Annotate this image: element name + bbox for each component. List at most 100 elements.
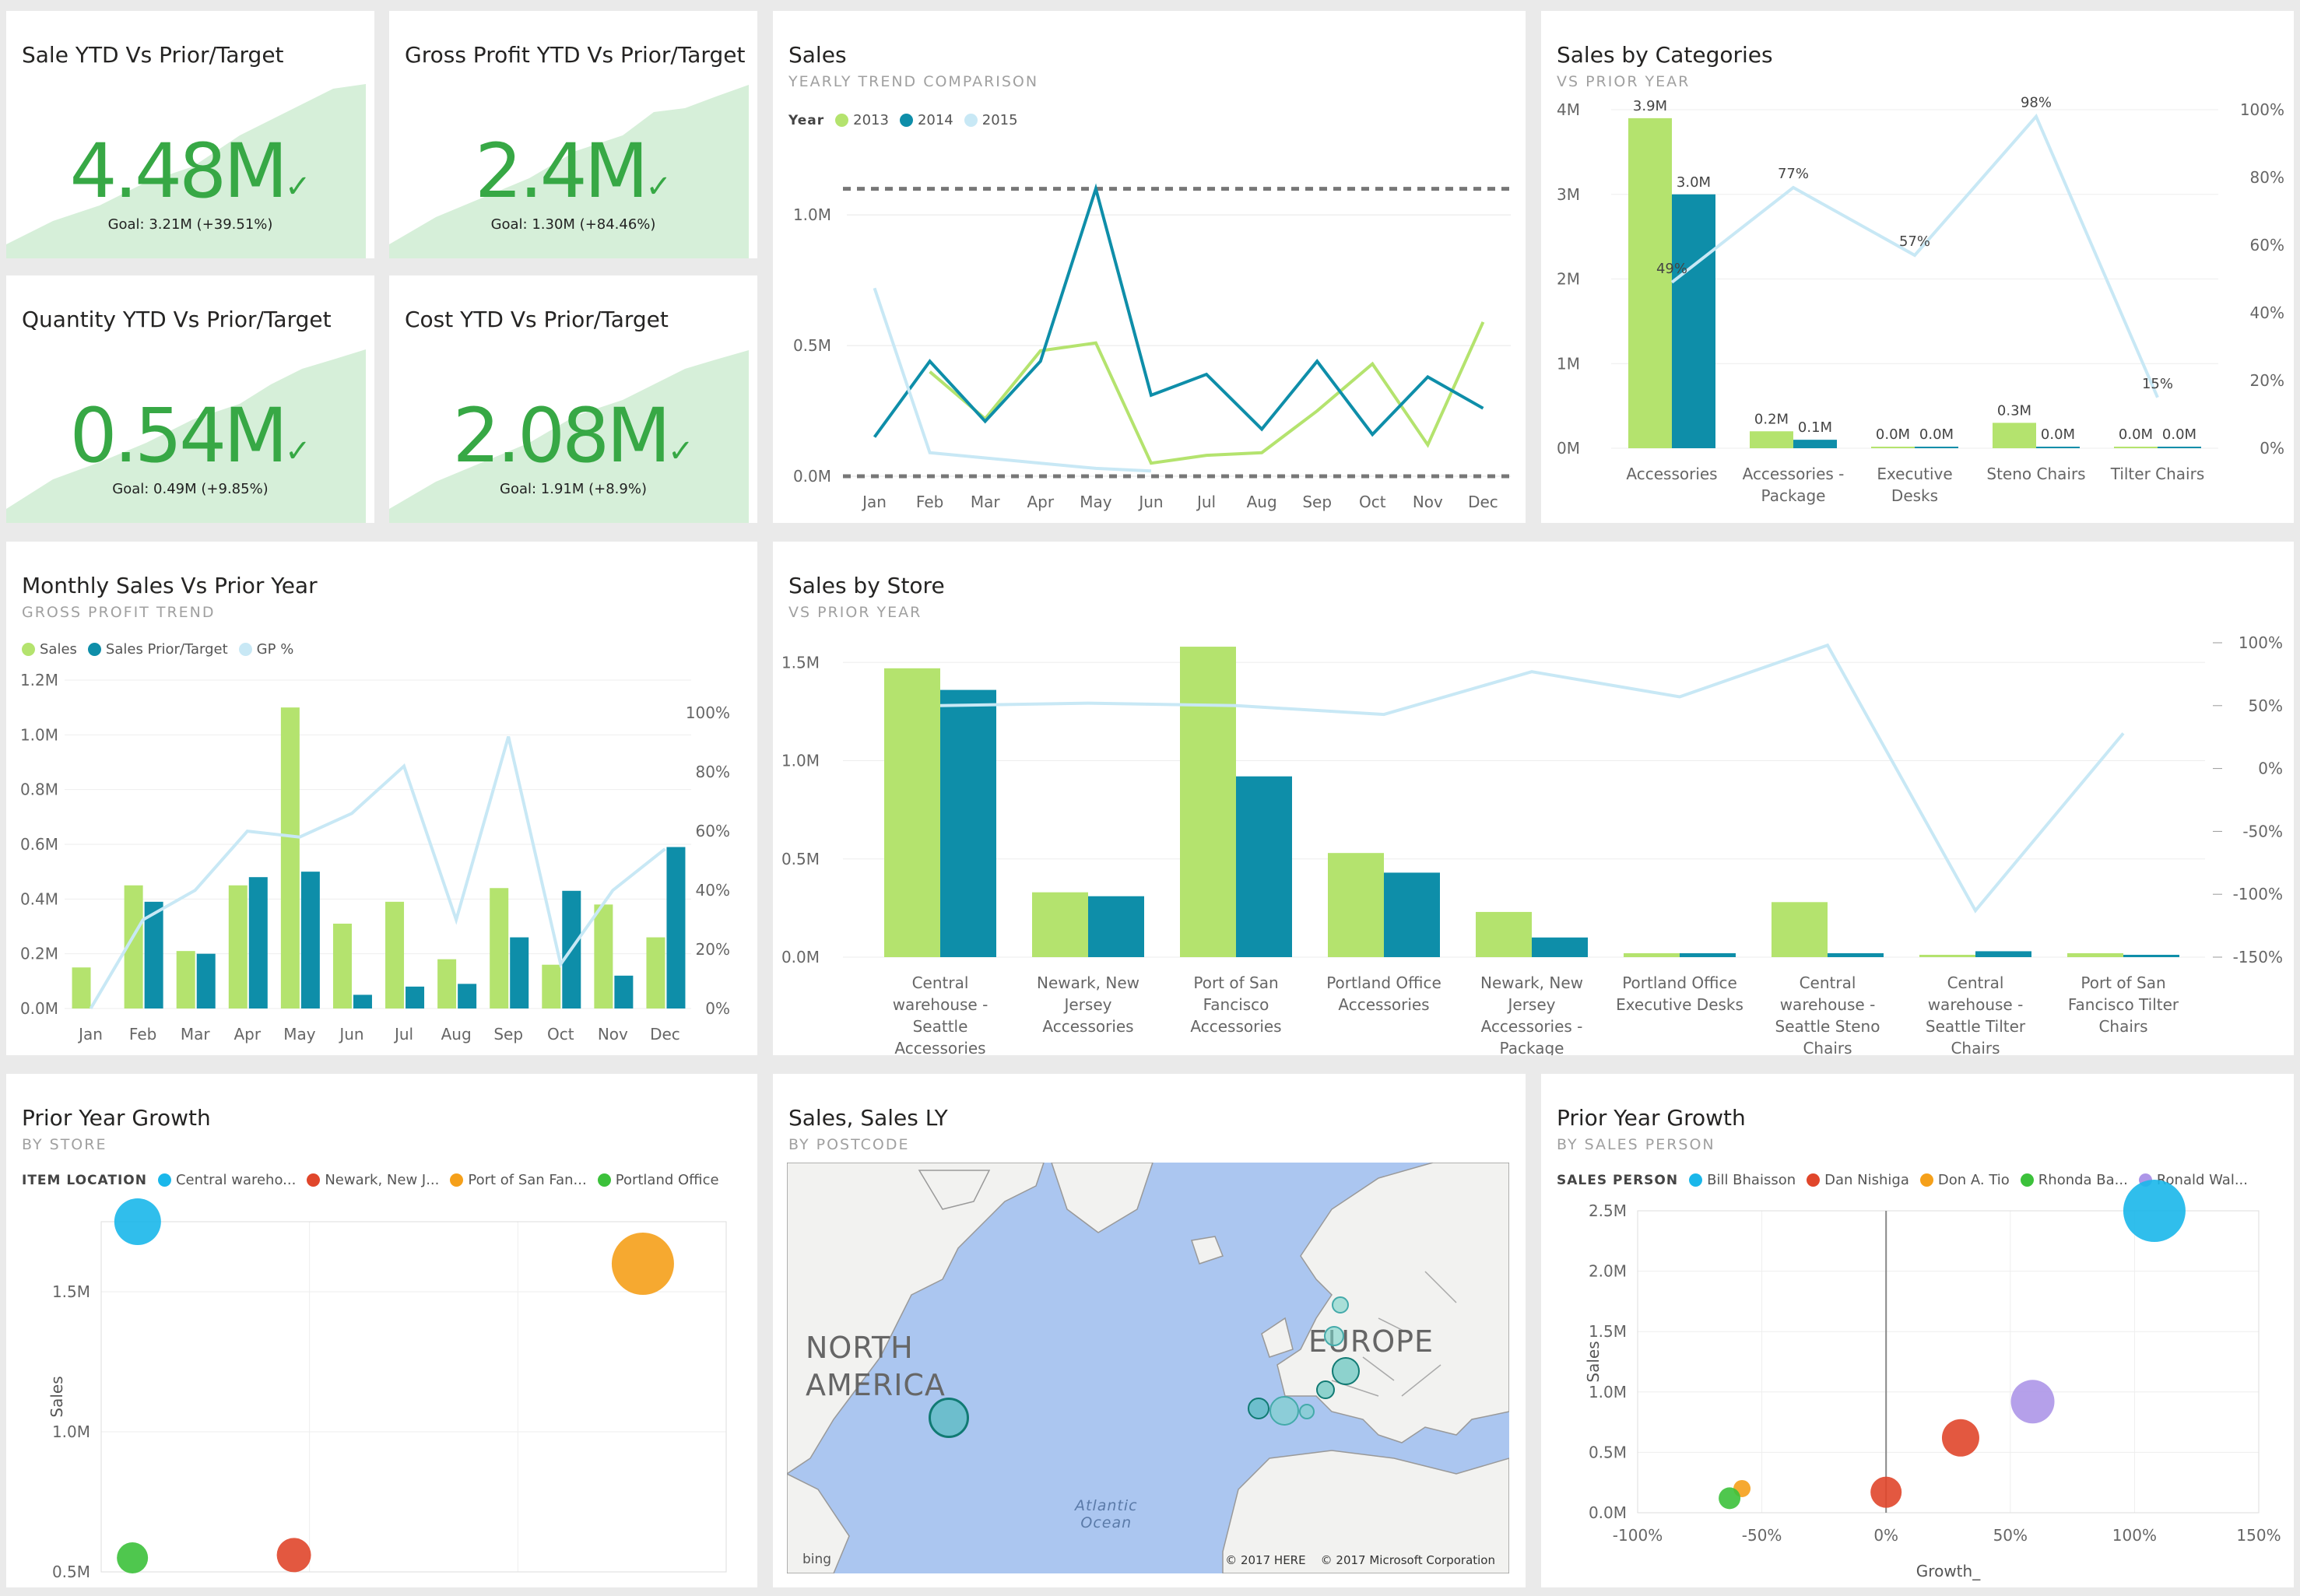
bubble-point[interactable] [276, 1538, 311, 1573]
bar[interactable] [1180, 647, 1236, 957]
bar[interactable] [1919, 955, 1975, 957]
legend-item[interactable]: 2013 [835, 112, 889, 128]
kpi-tile-cost[interactable]: Cost YTD Vs Prior/Target 2.08M✓ Goal: 1.… [389, 275, 757, 523]
bar[interactable] [228, 885, 248, 1008]
bar[interactable] [353, 994, 372, 1008]
bar[interactable] [2036, 447, 2080, 448]
bar[interactable] [1750, 431, 1793, 448]
bar[interactable] [490, 888, 509, 1008]
monthly-sales-chart[interactable]: 0.0M 0.2M 0.4M 0.6M 0.8M 1.0M 1.2M 0% 20% 40% 60% 8… [6, 542, 757, 1055]
bar[interactable] [437, 959, 457, 1008]
bar[interactable] [1793, 440, 1837, 448]
map-tile[interactable]: Sales, Sales LY BY POSTCODE NORTH AMERIC… [773, 1074, 1526, 1587]
legend-item[interactable]: 2014 [899, 112, 953, 128]
bar[interactable] [1871, 447, 1915, 448]
bar[interactable] [1975, 951, 2031, 957]
bubble-point[interactable] [1719, 1487, 1741, 1510]
legend-item[interactable]: Dan Nishiga [1807, 1172, 1909, 1188]
bar[interactable] [940, 689, 996, 957]
bubble-point[interactable] [611, 1233, 674, 1295]
bar[interactable] [1532, 937, 1588, 957]
bar[interactable] [332, 923, 352, 1008]
bar[interactable] [385, 901, 405, 1008]
legend-item[interactable]: Sales [22, 641, 77, 658]
bubble-point[interactable] [2123, 1180, 2186, 1242]
bar[interactable] [2123, 955, 2179, 957]
bar[interactable] [2067, 952, 2123, 957]
bar[interactable] [1828, 952, 1884, 957]
legend-item[interactable]: Newark, New J... [307, 1172, 439, 1188]
bar[interactable] [1088, 896, 1144, 957]
kpi-tile-sales[interactable]: Sale YTD Vs Prior/Target 4.48M✓ Goal: 3.… [6, 11, 374, 258]
bar[interactable] [884, 668, 940, 957]
bar[interactable] [1772, 902, 1828, 957]
map-bubble[interactable] [929, 1398, 969, 1438]
bar[interactable] [594, 904, 613, 1008]
kpi-sparkline [6, 84, 366, 258]
bar[interactable] [72, 967, 91, 1008]
legend-item[interactable]: Don A. Tio [1919, 1172, 2010, 1188]
legend-item[interactable]: Sales Prior/Target [87, 641, 228, 658]
sales-by-store-tile[interactable]: Sales by Store VS PRIOR YEAR 0.0M 0.5M 1.0… [773, 542, 2294, 1055]
bar[interactable] [614, 975, 634, 1008]
legend-item[interactable]: 2015 [964, 112, 1018, 128]
growth-by-person-tile[interactable]: Prior Year Growth BY SALES PERSON SALES … [1541, 1074, 2294, 1587]
kpi-tile-quantity[interactable]: Quantity YTD Vs Prior/Target 0.54M✓ Goal… [6, 275, 374, 523]
bar[interactable] [1476, 911, 1532, 957]
monthly-sales-tile[interactable]: Monthly Sales Vs Prior Year GROSS PROFIT… [6, 542, 757, 1055]
bar[interactable] [280, 707, 300, 1008]
map-bubble[interactable] [1299, 1404, 1315, 1419]
bar[interactable] [1384, 872, 1440, 957]
legend-item[interactable]: GP % [238, 641, 293, 658]
bar[interactable] [2114, 447, 2158, 448]
bubble-point[interactable] [114, 1198, 161, 1245]
bar[interactable] [458, 984, 477, 1008]
map-view[interactable]: NORTH AMERICA EUROPE Atlantic Ocean bing… [787, 1163, 1509, 1573]
bar[interactable] [1993, 423, 2036, 448]
bar[interactable] [1236, 776, 1292, 957]
y-axis-title: Sales [47, 1376, 66, 1417]
sales-by-store-chart[interactable]: 0.0M 0.5M 1.0M 1.5M 100% 50% 0% -50% -100% -150% C… [773, 542, 2294, 1055]
bar[interactable] [1032, 892, 1088, 957]
bubble-point[interactable] [1941, 1419, 1979, 1457]
bubble-point[interactable] [1870, 1476, 1902, 1508]
bar[interactable] [542, 964, 561, 1008]
bar[interactable] [300, 872, 320, 1008]
bar[interactable] [248, 877, 268, 1008]
growth-by-store-tile[interactable]: Prior Year Growth BY STORE ITEM LOCATION… [6, 1074, 757, 1587]
bar[interactable] [1915, 447, 1958, 448]
map-bubble[interactable] [1269, 1396, 1299, 1426]
map-bubble[interactable] [1316, 1380, 1335, 1399]
legend-item[interactable]: Bill Bhaisson [1689, 1172, 1796, 1188]
bar[interactable] [1672, 194, 1715, 448]
sales-by-categories-chart[interactable]: 0M 1M 2M 3M 4M 0% 20% 40% 60% 80% 100% 3.9M 3.0M Acce… [1541, 11, 2294, 523]
legend-item[interactable]: Port of San Fan... [450, 1172, 587, 1188]
legend-item[interactable]: Portland Office [597, 1172, 719, 1188]
sales-trend-chart[interactable]: 0.0M 0.5M 1.0M Jan Feb Mar Apr May Jun Jul Aug Sep O… [773, 11, 1526, 523]
bar[interactable] [1628, 118, 1672, 448]
bubble-point[interactable] [2010, 1380, 2055, 1424]
growth-by-person-chart[interactable]: -100% -50% 0% 50% 100% 150% 0.0M 0.5M 1.0M 1.5M 2.… [1541, 1074, 2294, 1587]
bubble-point[interactable] [117, 1542, 149, 1573]
kpi-tile-gross-profit[interactable]: Gross Profit YTD Vs Prior/Target 2.4M✓ G… [389, 11, 757, 258]
bar[interactable] [646, 937, 665, 1008]
bar[interactable] [1328, 853, 1384, 957]
bar[interactable] [666, 847, 686, 1008]
bar[interactable] [1624, 952, 1680, 957]
bar[interactable] [2158, 447, 2201, 448]
map-bubble[interactable] [1248, 1398, 1269, 1419]
map-bubble[interactable] [1332, 1357, 1360, 1385]
bar[interactable] [1680, 952, 1736, 957]
bar[interactable] [196, 953, 216, 1008]
bar[interactable] [144, 901, 163, 1008]
legend-item[interactable]: Central wareho... [157, 1172, 296, 1188]
map-bubble[interactable] [1324, 1326, 1344, 1346]
sales-by-categories-tile[interactable]: Sales by Categories VS PRIOR YEAR 0M 1M 2M… [1541, 11, 2294, 523]
bar[interactable] [510, 937, 529, 1008]
sales-trend-tile[interactable]: Sales YEARLY TREND COMPARISON Year 2013 … [773, 11, 1526, 523]
legend-item[interactable]: Rhonda Ba... [2020, 1172, 2128, 1188]
bar[interactable] [176, 951, 195, 1008]
map-bubble[interactable] [1332, 1296, 1349, 1314]
bar[interactable] [406, 986, 425, 1008]
